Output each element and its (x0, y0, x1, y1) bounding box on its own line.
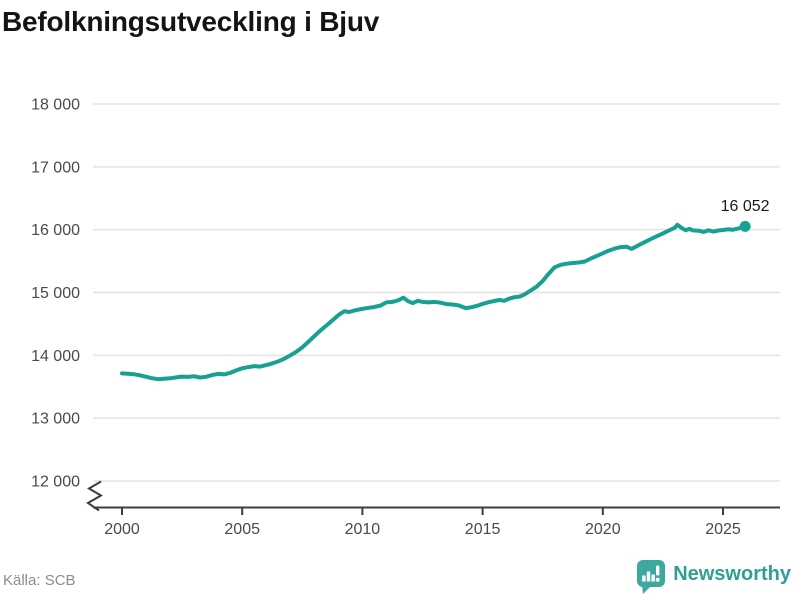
population-series-line (120, 222, 748, 382)
x-tick-label-2025: 2025 (705, 521, 741, 538)
source-label: Källa: SCB (3, 572, 76, 589)
logo-exclamation-dot (655, 577, 660, 582)
axis-break-zigzag (86, 480, 103, 512)
y-tick-label-12000: 12 000 (31, 474, 80, 491)
y-tick-label-16000: 16 000 (31, 222, 80, 239)
latest-value-dot (739, 220, 751, 232)
x-tick-label-2000: 2000 (104, 521, 140, 538)
logo-exclamation-bar (656, 565, 660, 576)
x-tick-label-2020: 2020 (585, 521, 621, 538)
logo-bar-1 (642, 575, 646, 582)
y-tick-label-18000: 18 000 (31, 97, 80, 114)
y-tick-label-14000: 14 000 (31, 348, 80, 365)
newsworthy-brand: Newsworthy (636, 560, 791, 595)
chart-title: Befolkningsutveckling i Bjuv (2, 6, 380, 37)
logo-bar-3 (651, 574, 655, 582)
latest-value-label: 16 052 (721, 198, 770, 215)
logo-bar-2 (646, 571, 651, 582)
x-tick-label-2010: 2010 (345, 521, 381, 538)
x-tick-label-2005: 2005 (224, 521, 260, 538)
y-tick-label-17000: 17 000 (31, 159, 80, 176)
newsworthy-wordmark: Newsworthy (673, 563, 791, 585)
x-tick-label-2015: 2015 (465, 521, 501, 538)
newsworthy-logo-icon (637, 560, 666, 594)
y-tick-label-15000: 15 000 (31, 285, 80, 302)
y-tick-label-13000: 13 000 (31, 411, 80, 428)
